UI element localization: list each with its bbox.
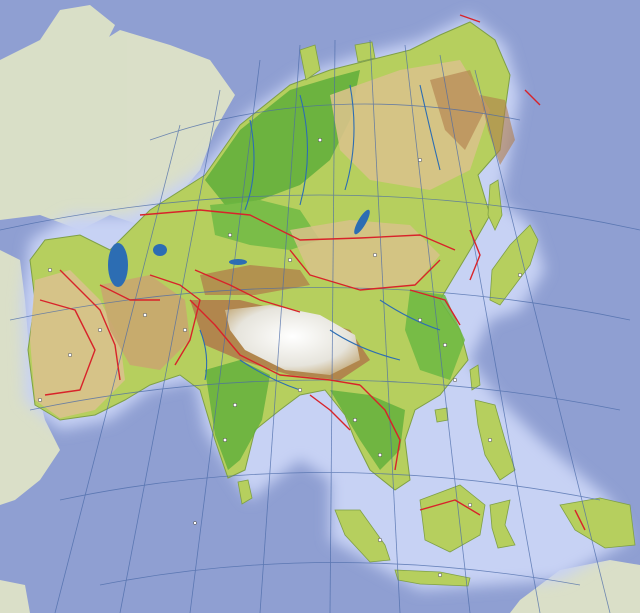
- taiwan: [469, 364, 481, 391]
- madagascar-land: [0, 580, 30, 613]
- border-line: [524, 89, 541, 106]
- philippines: [474, 399, 516, 481]
- border-line: [59, 269, 121, 381]
- parallel-line: [0, 194, 640, 231]
- city-dot: [467, 502, 473, 508]
- river: [379, 299, 441, 331]
- islands: [237, 41, 636, 587]
- city-dot: [377, 537, 383, 543]
- kamchatka-range: [480, 95, 515, 165]
- meridian-line: [329, 39, 336, 613]
- city-dot: [193, 521, 197, 525]
- sakhalin: [487, 179, 503, 231]
- city-dot: [182, 327, 188, 333]
- iranian-plateau: [100, 275, 190, 370]
- new-guinea: [559, 497, 636, 549]
- border-line: [469, 229, 481, 281]
- city-dot: [442, 342, 448, 348]
- meridian-line: [439, 54, 541, 613]
- city-dot: [142, 312, 148, 318]
- border-line: [409, 289, 461, 326]
- sri-lanka: [237, 479, 253, 505]
- border-line: [359, 384, 401, 471]
- meridian-line: [369, 39, 401, 613]
- border-line: [189, 299, 361, 386]
- border-line: [194, 269, 301, 313]
- parallel-line: [99, 562, 581, 586]
- city-dot: [232, 402, 238, 408]
- city-dot: [377, 452, 383, 458]
- siberian-lowland: [205, 70, 360, 205]
- city-dots: [37, 137, 523, 578]
- city-dot: [437, 572, 443, 578]
- border-line: [309, 394, 351, 431]
- meridian-line: [474, 69, 611, 613]
- border-line: [289, 249, 441, 291]
- parallel-line: [29, 379, 621, 411]
- border-line: [99, 284, 160, 301]
- city-dot: [487, 437, 493, 443]
- lake-baikal: [354, 209, 370, 235]
- city-dot: [67, 352, 73, 358]
- parallel-line: [9, 287, 631, 321]
- river: [299, 94, 308, 206]
- city-dot: [222, 437, 228, 443]
- tibetan-plateau: [225, 305, 360, 375]
- severnaya-zemlya: [354, 41, 376, 63]
- southeast-asia-green: [330, 390, 405, 470]
- rivers: [199, 84, 441, 391]
- parallel-line: [149, 103, 521, 141]
- city-dot: [97, 327, 103, 333]
- india-green: [205, 360, 270, 470]
- arabian-peninsula: [30, 270, 125, 418]
- novaya-zemlya: [299, 44, 321, 81]
- lake-balkhash: [229, 259, 247, 265]
- meridian-line: [119, 89, 221, 613]
- borneo: [419, 484, 486, 553]
- river: [329, 329, 401, 361]
- border-line: [459, 14, 481, 23]
- lakes: [108, 209, 370, 287]
- river: [199, 329, 208, 381]
- city-dot: [297, 387, 303, 393]
- city-dot: [452, 377, 458, 383]
- river: [419, 84, 441, 171]
- city-dot: [517, 272, 523, 278]
- city-dot: [417, 317, 423, 323]
- political-borders: [39, 14, 586, 531]
- city-dot: [287, 257, 293, 263]
- border-line: [149, 274, 201, 366]
- border-line: [39, 299, 96, 396]
- city-dot: [227, 232, 233, 238]
- meridian-line: [54, 124, 181, 613]
- europe-land: [0, 30, 235, 230]
- river: [239, 359, 301, 391]
- river: [344, 84, 355, 191]
- east-china-green: [405, 290, 465, 380]
- city-dot: [317, 137, 323, 143]
- city-dot: [417, 157, 423, 163]
- graticule: [0, 39, 640, 613]
- australia-land: [510, 560, 640, 613]
- asia-landmass: [27, 21, 515, 491]
- border-line: [574, 509, 586, 531]
- caspian-sea: [108, 243, 128, 287]
- mongolian-upland: [290, 220, 440, 290]
- river: [244, 119, 255, 211]
- city-dot: [47, 267, 53, 273]
- meridian-line: [259, 44, 301, 613]
- city-dot: [352, 417, 358, 423]
- border-line: [419, 499, 481, 516]
- sumatra: [334, 509, 391, 563]
- city-dot: [37, 397, 43, 403]
- city-dot: [372, 252, 378, 258]
- aral-sea: [153, 244, 167, 256]
- parallel-line: [59, 472, 601, 501]
- scandinavia-land: [40, 5, 115, 70]
- hainan: [434, 407, 449, 423]
- border-line: [139, 209, 456, 251]
- sulawesi: [489, 499, 516, 549]
- tian-shan-range: [200, 265, 310, 295]
